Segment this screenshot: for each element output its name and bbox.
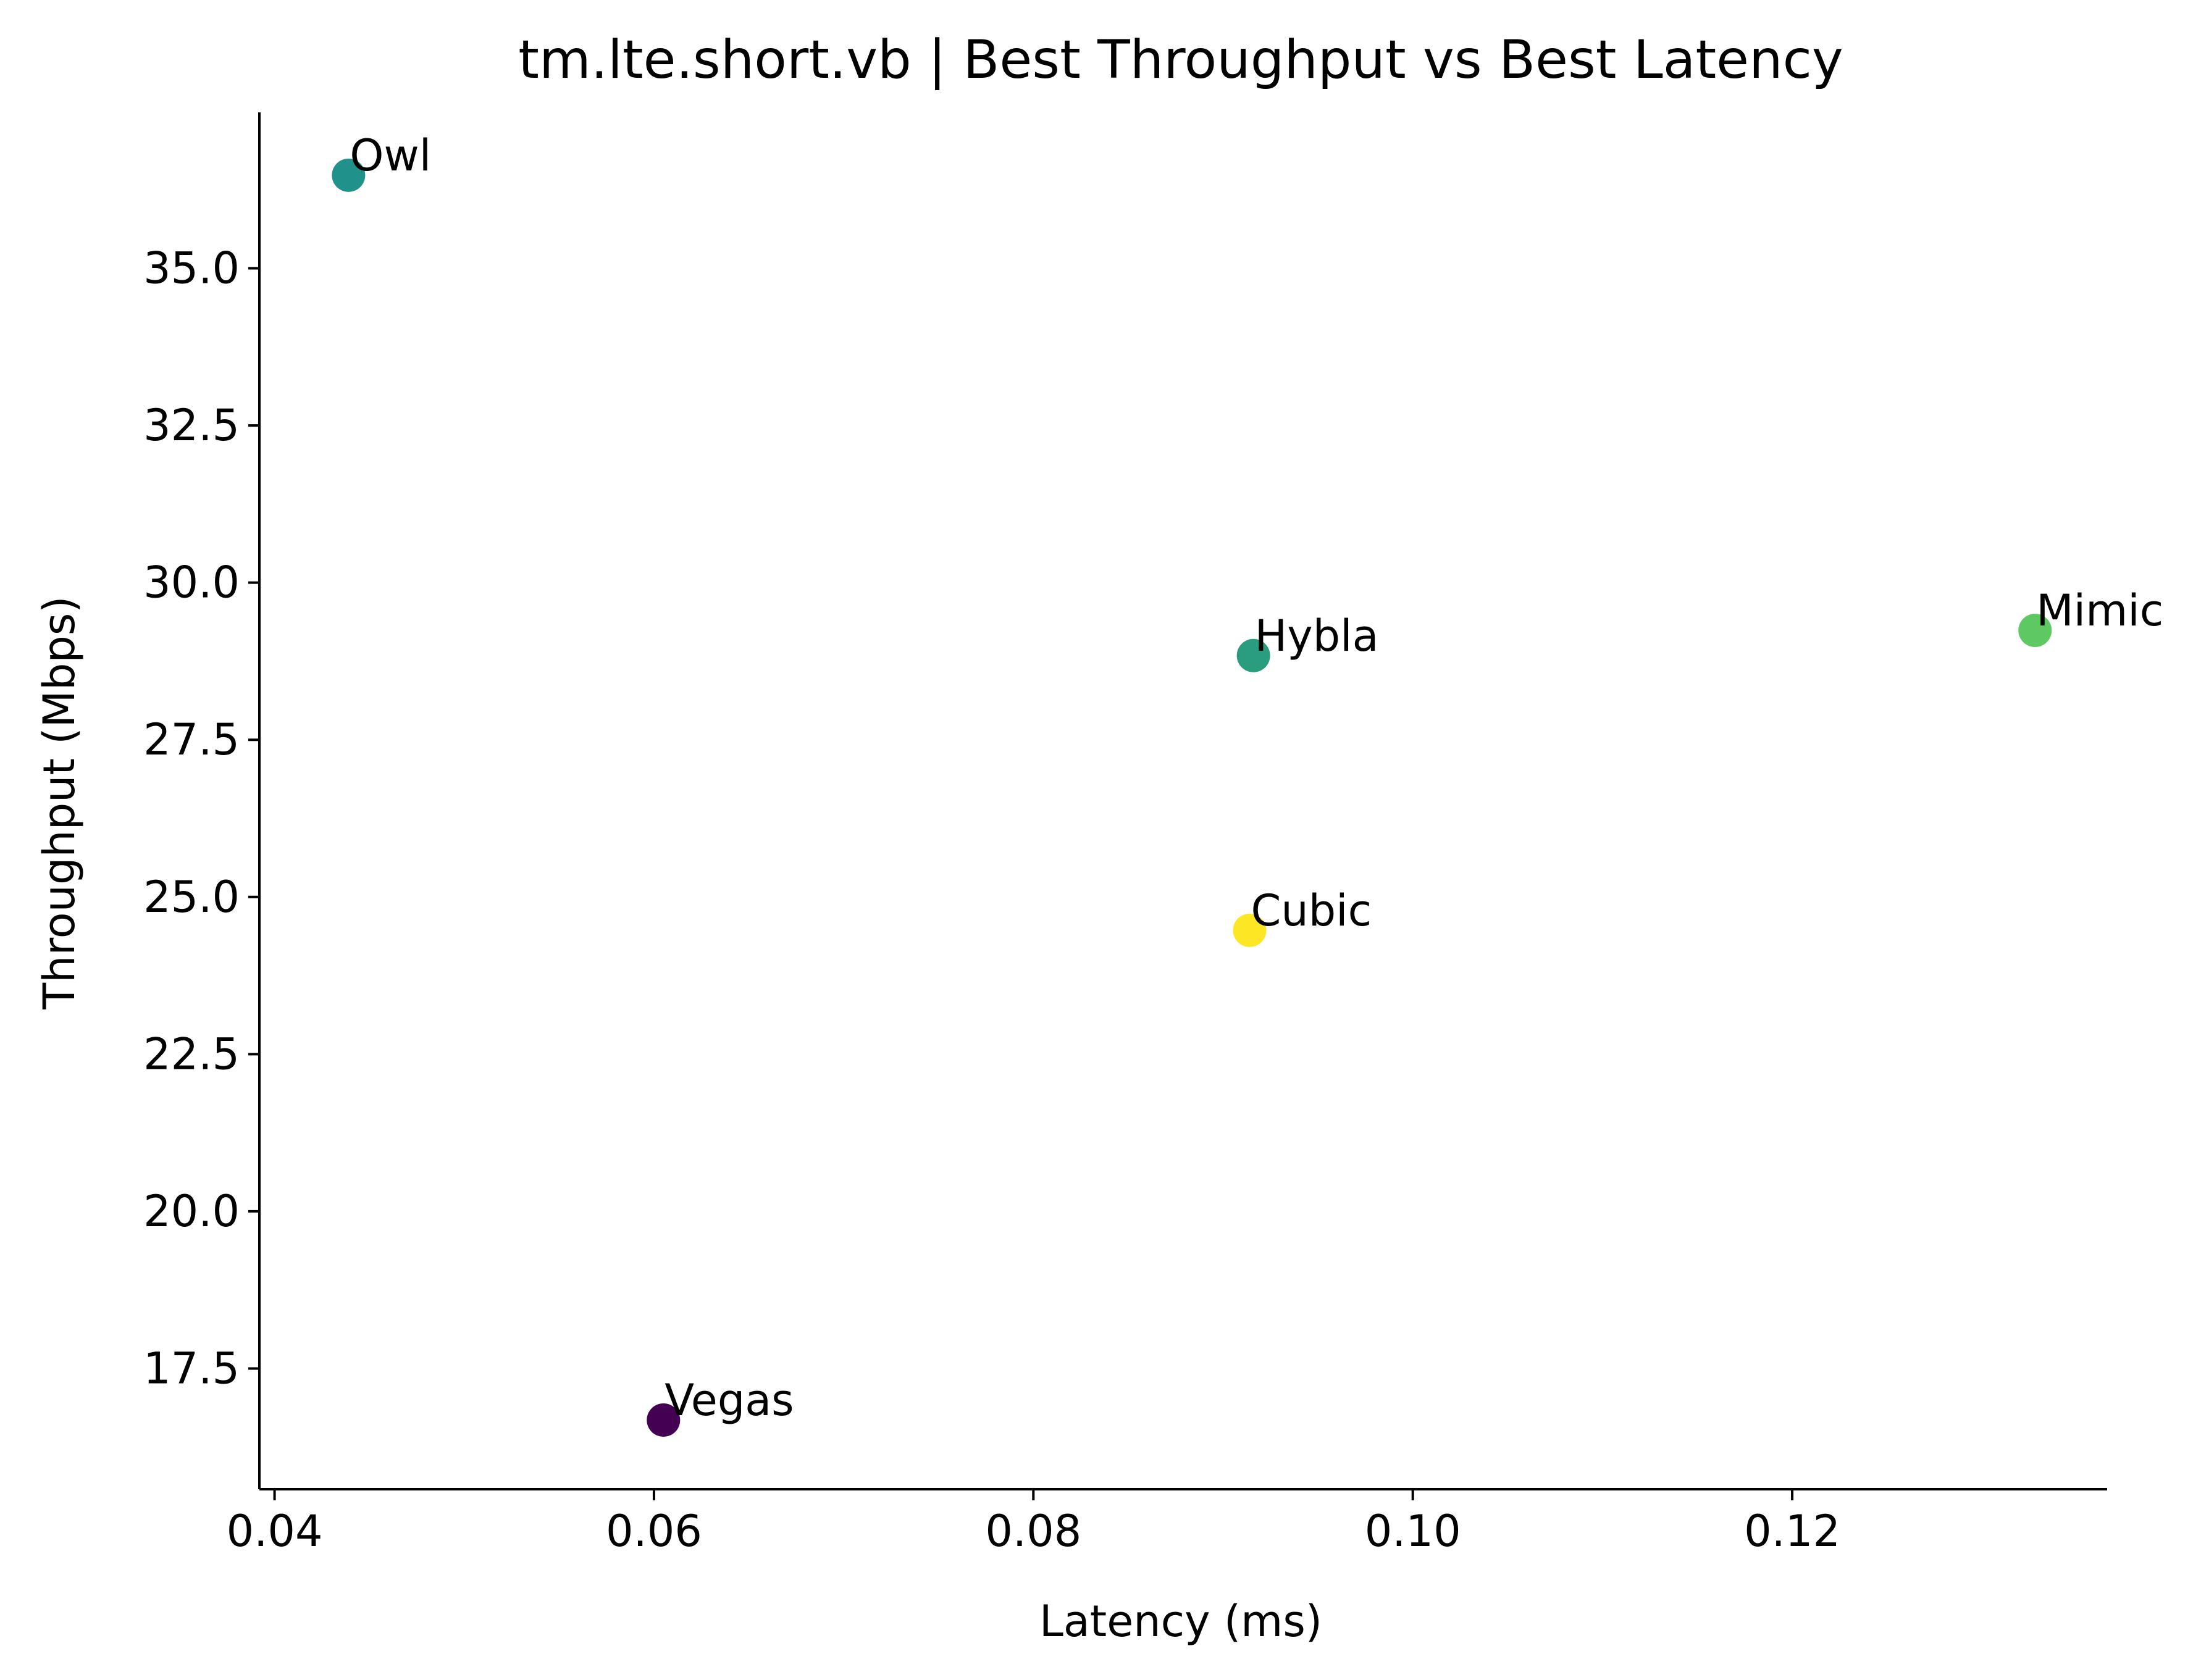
y-tick-label: 35.0 xyxy=(143,243,240,294)
y-tick-label: 20.0 xyxy=(143,1186,240,1237)
y-tick-label: 27.5 xyxy=(143,714,240,765)
x-tick-label: 0.06 xyxy=(606,1506,702,1557)
chart-title: tm.lte.short.vb | Best Throughput vs Bes… xyxy=(518,29,1843,91)
x-axis-label: Latency (ms) xyxy=(1039,1596,1322,1647)
point-labels: Owl Vegas Hybla Cubic Mimic xyxy=(350,130,2163,1426)
x-axis-ticks: 0.04 0.06 0.08 0.10 0.12 xyxy=(227,1489,1840,1557)
point-label-cubic: Cubic xyxy=(1251,885,1372,936)
axes xyxy=(258,112,2107,1490)
x-tick-label: 0.04 xyxy=(227,1506,323,1557)
y-axis-label: Throughput (Mbps) xyxy=(34,596,85,1009)
point-label-mimic: Mimic xyxy=(2036,585,2163,636)
y-tick-label: 17.5 xyxy=(143,1343,240,1394)
point-label-owl: Owl xyxy=(350,130,431,181)
y-axis-ticks: 17.5 20.0 22.5 25.0 27.5 30.0 32.5 35.0 xyxy=(143,243,259,1394)
data-point-hybla xyxy=(1236,638,1270,672)
x-tick-label: 0.08 xyxy=(985,1506,1081,1557)
y-tick-label: 22.5 xyxy=(143,1029,240,1079)
point-label-vegas: Vegas xyxy=(664,1375,794,1426)
y-tick-label: 30.0 xyxy=(143,558,240,608)
x-tick-label: 0.10 xyxy=(1365,1506,1461,1557)
data-points xyxy=(332,158,2052,1437)
x-tick-label: 0.12 xyxy=(1744,1506,1840,1557)
data-point-mimic xyxy=(2018,614,2052,648)
data-point-vegas xyxy=(647,1403,681,1437)
y-tick-label: 32.5 xyxy=(143,400,240,451)
data-point-cubic xyxy=(1233,913,1267,947)
y-tick-label: 25.0 xyxy=(143,872,240,922)
data-point-owl xyxy=(332,158,366,192)
point-label-hybla: Hybla xyxy=(1255,611,1379,661)
